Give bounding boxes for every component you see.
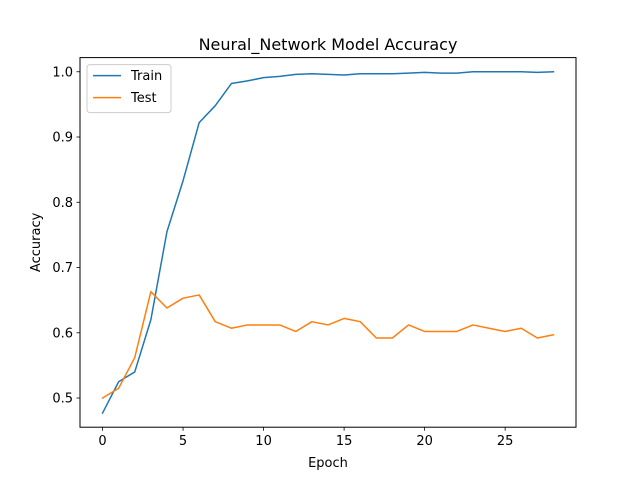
y-axis: 0.5 0.6 0.7 0.8 0.9 1.0 — [52, 65, 80, 407]
series-line-train — [101, 70, 555, 415]
plot-lines — [101, 70, 555, 415]
x-axis: 0 5 10 15 20 25 — [98, 427, 513, 449]
x-tick-label: 0 — [98, 434, 106, 449]
x-axis-label: Epoch — [308, 456, 348, 471]
plot-frame — [79, 57, 577, 428]
legend: Train Test — [86, 64, 172, 114]
y-tick-label: 0.8 — [52, 196, 73, 211]
y-tick-label: 0.7 — [52, 261, 73, 276]
legend-box — [86, 64, 172, 114]
x-tick-label: 25 — [497, 434, 514, 449]
legend-label-train: Train — [130, 69, 162, 84]
y-tick-label: 1.0 — [52, 65, 73, 80]
y-tick-label: 0.9 — [52, 131, 73, 146]
y-tick-label: 0.6 — [52, 326, 73, 341]
y-axis-label: Accuracy — [29, 212, 44, 272]
chart-title: Neural_Network Model Accuracy — [199, 35, 458, 55]
series-line-test — [101, 290, 555, 400]
legend-label-test: Test — [130, 91, 157, 106]
y-tick-label: 0.5 — [52, 392, 73, 407]
x-tick-label: 10 — [255, 434, 272, 449]
x-tick-label: 20 — [416, 434, 433, 449]
x-tick-label: 15 — [336, 434, 353, 449]
x-tick-label: 5 — [179, 434, 187, 449]
